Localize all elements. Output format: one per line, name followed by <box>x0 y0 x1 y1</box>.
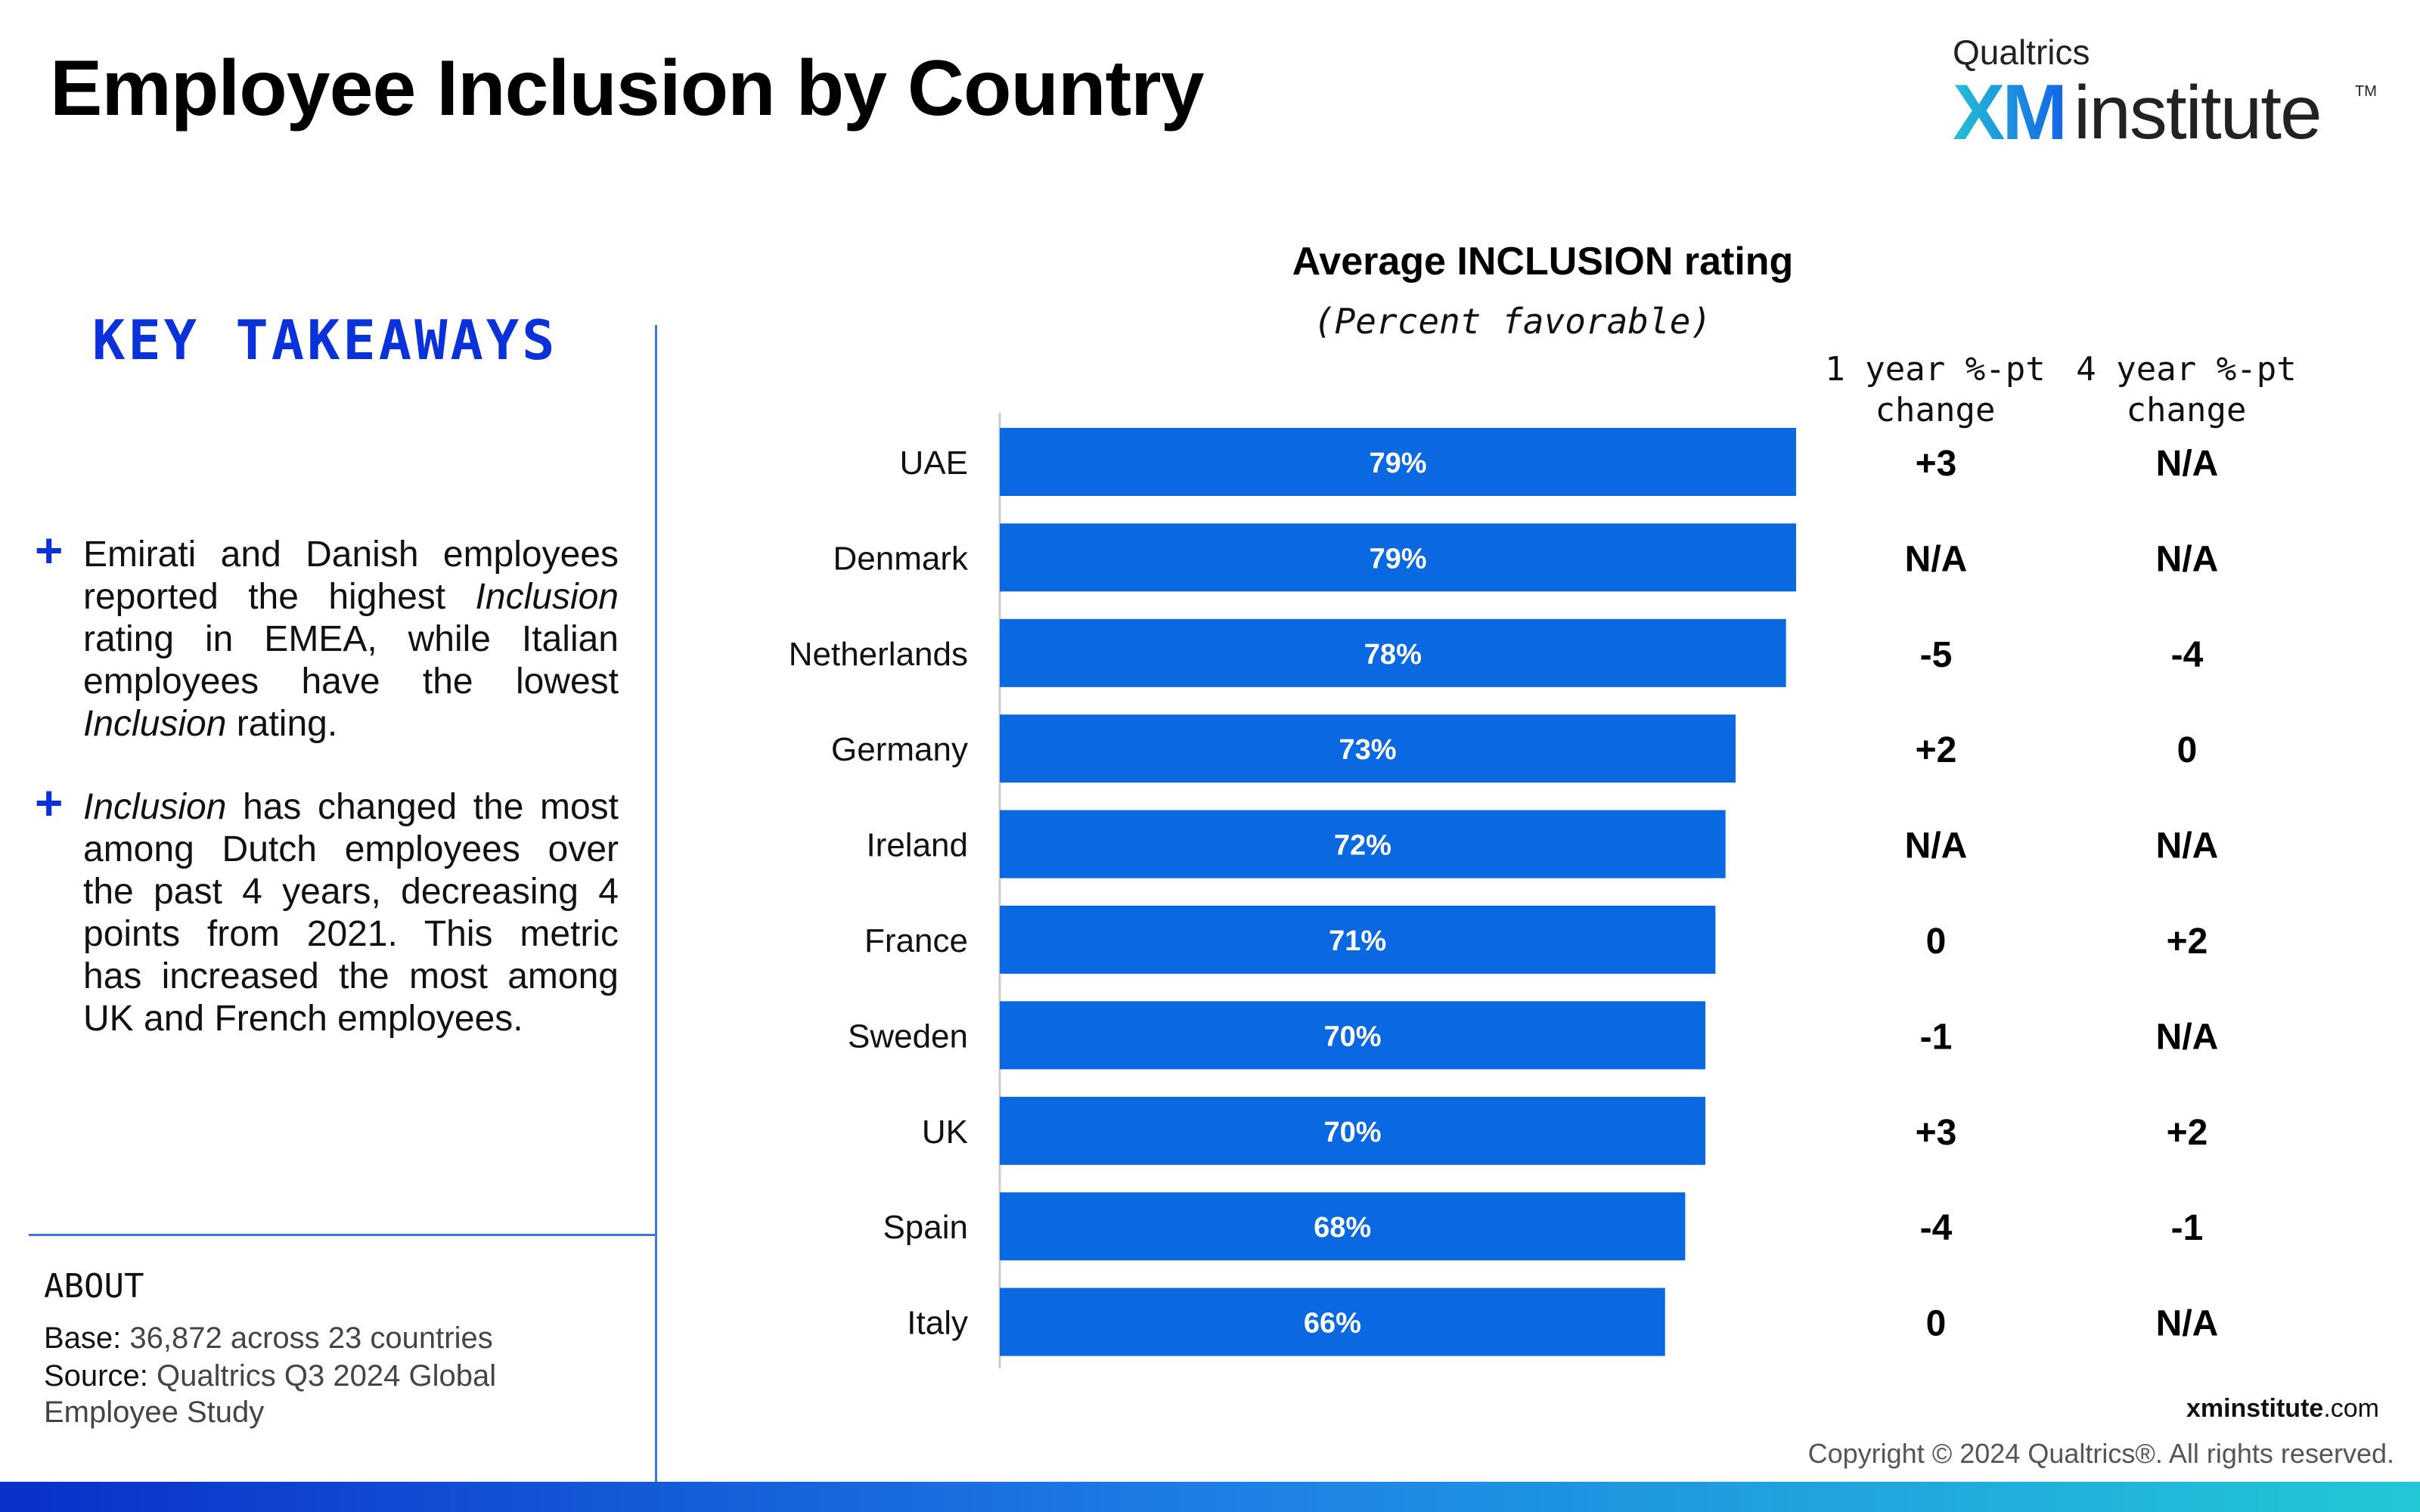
one-year-change-value: N/A <box>1905 539 1968 579</box>
about-divider <box>29 1234 656 1236</box>
bar-sweden <box>1000 1001 1706 1070</box>
category-label: Spain <box>883 1209 968 1246</box>
bar-spain <box>1000 1192 1686 1261</box>
bar-value-label: 79% <box>1369 448 1426 479</box>
four-year-change-value: N/A <box>2156 539 2219 579</box>
bar-ireland <box>1000 810 1726 878</box>
one-year-change-header: 1 year %-pt change <box>1825 350 2046 429</box>
one-year-change-value: +2 <box>1916 730 1957 770</box>
category-label: France <box>864 922 968 959</box>
four-year-change-value: N/A <box>2156 1017 2219 1057</box>
bar-france <box>1000 906 1716 974</box>
bar-uae <box>1000 428 1796 496</box>
bar-value-label: 70% <box>1323 1021 1381 1052</box>
logo-trademark: TM <box>2355 83 2377 100</box>
takeaway-1-italic-b: Inclusion <box>83 704 227 744</box>
bar-value-label: 78% <box>1364 639 1422 671</box>
about-source-value: Qualtrics Q3 2024 Global Employee Study <box>44 1359 497 1429</box>
bar-value-label: 66% <box>1304 1308 1361 1340</box>
one-year-change-value: +3 <box>1916 444 1957 484</box>
takeaway-2-text: has changed the most among Dutch employe… <box>83 787 619 1039</box>
bar-uk <box>1000 1096 1706 1165</box>
bar-denmark <box>1000 523 1796 592</box>
bottom-gradient-bar <box>0 1482 2420 1512</box>
bar-value-label: 70% <box>1323 1117 1381 1148</box>
category-label: UAE <box>900 445 968 482</box>
logo-brand: Qualtrics <box>1953 33 2090 72</box>
page-title: Employee Inclusion by Country <box>50 45 1204 132</box>
category-label: Germany <box>831 731 968 768</box>
about-source-label: Source: <box>44 1359 148 1393</box>
about-source: Source: Qualtrics Q3 2024 Global Employe… <box>44 1358 634 1430</box>
one-year-change-value: -5 <box>1920 635 1953 675</box>
vertical-divider <box>655 325 657 1482</box>
chart-title: Average INCLUSION rating <box>1292 240 1794 284</box>
bar-value-label: 73% <box>1339 734 1396 766</box>
four-year-change-value: N/A <box>2156 826 2219 866</box>
four-year-change-value: +2 <box>2167 922 2208 962</box>
four-year-change-value: +2 <box>2167 1113 2208 1153</box>
about-title: ABOUT <box>44 1267 144 1306</box>
one-year-change-value: N/A <box>1905 826 1968 866</box>
chart-subtitle: (Percent favorable) <box>1313 301 1712 342</box>
bar-value-label: 72% <box>1334 830 1392 862</box>
about-base-value: 36,872 across 23 countries <box>121 1321 493 1355</box>
category-label: Denmark <box>833 540 969 577</box>
category-label: Italy <box>907 1305 968 1342</box>
category-label: Netherlands <box>789 636 968 673</box>
footer-website-rest: .com <box>2323 1394 2379 1423</box>
one-year-change-value: -4 <box>1920 1208 1953 1248</box>
one-year-change-value: -1 <box>1920 1017 1953 1057</box>
plus-icon: + <box>35 523 64 578</box>
qualtrics-xm-institute-logo: Qualtrics XM institute TM <box>1953 32 2377 156</box>
one-year-change-value: 0 <box>1926 922 1947 962</box>
bar-value-label: 71% <box>1329 925 1386 957</box>
bar-italy <box>1000 1287 1665 1356</box>
takeaway-1-text-c: rating. <box>226 704 338 744</box>
four-year-change-value: -1 <box>2171 1208 2204 1248</box>
about-base: Base: 36,872 across 23 countries <box>44 1320 634 1356</box>
one-year-change-value: +3 <box>1916 1113 1957 1153</box>
takeaway-1-text-a: Emirati and Danish employees reported th… <box>83 534 619 617</box>
category-label: UK <box>922 1114 968 1151</box>
four-year-change-value: N/A <box>2156 444 2219 484</box>
takeaway-1-italic-a: Inclusion <box>475 577 619 617</box>
about-base-label: Base: <box>44 1321 122 1355</box>
category-label: Ireland <box>866 827 968 864</box>
bar-value-label: 79% <box>1369 543 1426 575</box>
takeaway-1: Emirati and Danish employees reported th… <box>83 534 619 745</box>
footer-website-bold: xminstitute <box>2186 1394 2324 1423</box>
logo-institute: institute <box>2074 70 2322 155</box>
takeaway-2: Inclusion has changed the most among Dut… <box>83 786 619 1040</box>
four-year-change-value: N/A <box>2156 1304 2219 1344</box>
footer-website[interactable]: xminstitute.com <box>2186 1394 2379 1424</box>
key-takeaways-heading: KEY TAKEAWAYS <box>92 308 558 372</box>
footer-copyright: Copyright © 2024 Qualtrics®. All rights … <box>1807 1438 2394 1469</box>
bar-germany <box>1000 714 1736 783</box>
takeaway-2-italic: Inclusion <box>83 787 227 827</box>
category-label: Sweden <box>848 1018 968 1055</box>
bar-netherlands <box>1000 618 1786 687</box>
one-year-change-value: 0 <box>1926 1304 1947 1344</box>
four-year-change-value: 0 <box>2177 730 2198 770</box>
takeaway-1-text-b: rating in EMEA, while Italian employees … <box>83 619 619 702</box>
bar-value-label: 68% <box>1314 1212 1371 1244</box>
four-year-change-header: 4 year %-pt change <box>2076 350 2297 429</box>
plus-icon: + <box>35 776 64 830</box>
logo-xm: XM <box>1953 69 2068 156</box>
four-year-change-value: -4 <box>2171 635 2204 675</box>
